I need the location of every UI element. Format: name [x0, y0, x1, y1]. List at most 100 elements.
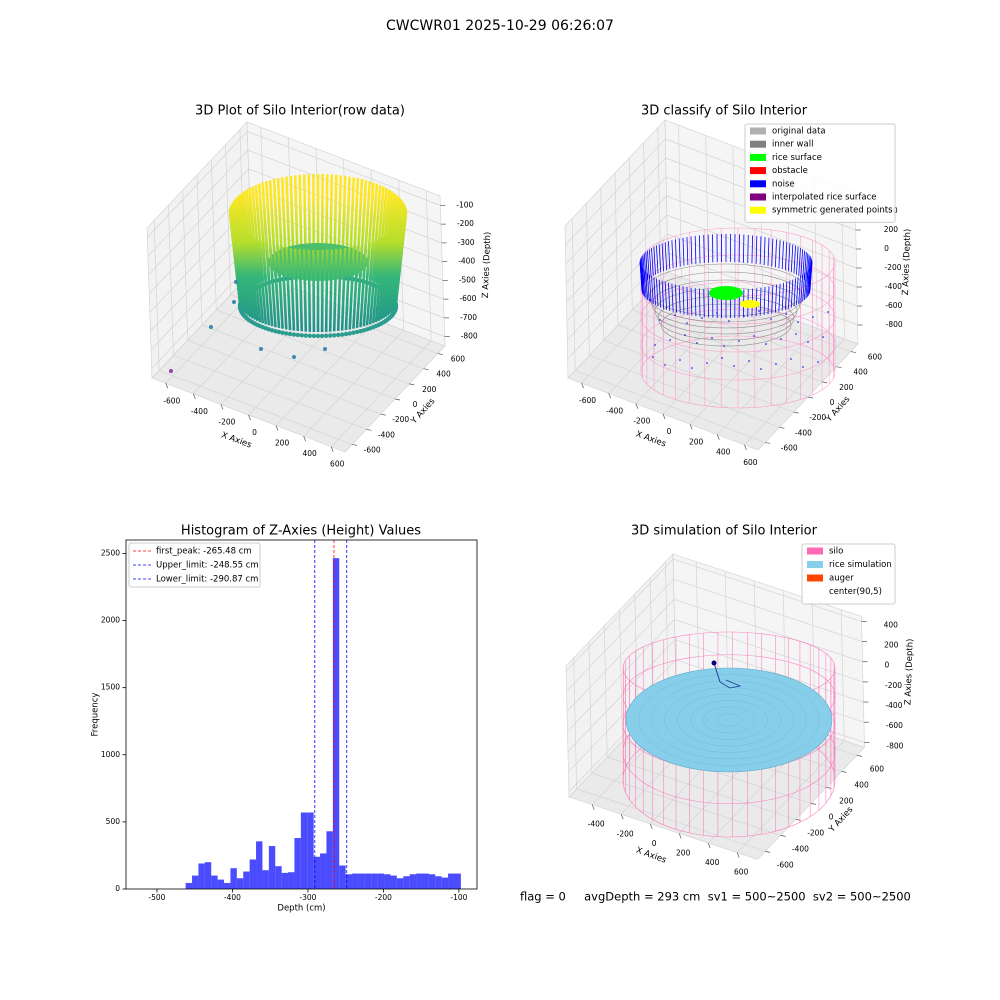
legend-label: silo: [829, 547, 843, 557]
histogram-bar: [416, 873, 423, 889]
y-tick: [807, 396, 814, 399]
x-tick-label: 0: [652, 839, 657, 848]
histogram-bar: [435, 876, 442, 889]
histogram-bar: [300, 812, 308, 889]
chart-title: Histogram of Z-Axies (Height) Values: [181, 524, 421, 539]
noise-column: [774, 239, 777, 268]
noise-column: [703, 234, 705, 263]
noise-point: [684, 334, 686, 336]
grid-line: [567, 639, 676, 752]
wall-point-column: [276, 245, 284, 329]
noise-column: [658, 244, 662, 273]
noise-point: [827, 311, 829, 313]
x-tick: [736, 852, 740, 858]
grid-line: [646, 294, 837, 368]
noise-column: [747, 234, 749, 263]
wall-point: [343, 331, 349, 337]
x-tick-label: 400: [302, 449, 317, 458]
stray-point: [292, 355, 296, 359]
noise-point: [669, 339, 671, 341]
x-tick: [330, 446, 334, 452]
auger: [713, 662, 721, 683]
noise-column: [781, 241, 784, 270]
noise-point: [802, 366, 804, 368]
x-tick-label: -200: [617, 829, 634, 838]
stray-point: [234, 280, 238, 284]
z-tick-label: -800: [461, 332, 478, 341]
noise-column: [703, 289, 705, 318]
wall-point: [335, 332, 341, 338]
x-tick-label: -400: [606, 406, 623, 415]
y-tick-label: -600: [364, 445, 381, 454]
y-tick-label: 0: [829, 812, 834, 821]
z-axis-label: Z Axies (Depth): [481, 232, 493, 299]
noise-column: [788, 280, 791, 309]
noise-column: [658, 279, 662, 308]
grid-line: [210, 159, 217, 310]
noise-column: [798, 247, 801, 277]
histogram-bar: [320, 853, 327, 889]
rice-surface: [709, 286, 743, 300]
z-tick-label: 0: [884, 244, 889, 253]
legend-box: [128, 542, 261, 588]
histogram-bar: [256, 841, 263, 889]
legend-label: rice surface: [772, 153, 822, 163]
wall-point: [315, 333, 321, 339]
x-tick-label: -200: [218, 417, 235, 426]
noise-column: [640, 257, 644, 286]
grid-line: [603, 339, 794, 413]
legend-swatch: [750, 193, 766, 201]
wall-point-column: [245, 234, 257, 320]
noise-column: [656, 245, 659, 274]
noise-column: [807, 256, 811, 285]
y-tick: [409, 383, 415, 386]
noise-column: [781, 282, 784, 311]
noise-column: [648, 249, 652, 278]
noise-column: [778, 283, 781, 312]
x-tick-label: 0: [667, 427, 672, 436]
grid-line: [566, 214, 668, 322]
z-tick-label: -100: [456, 200, 473, 209]
x-tick-label: -200: [633, 417, 650, 426]
legend-label: center(90,5): [829, 587, 882, 597]
rice-mesh: [715, 713, 743, 727]
figure-title: CWCWR01 2025-10-29 06:26:07: [386, 18, 614, 34]
noise-column: [648, 274, 652, 303]
grid-line: [565, 138, 666, 246]
histogram-bar: [275, 866, 282, 889]
y-tick: [352, 444, 358, 446]
auger: [719, 679, 742, 689]
x-tick-label: 200: [676, 848, 691, 857]
wall-point-column: [228, 211, 242, 303]
stray-point: [169, 369, 173, 373]
stray-point: [209, 325, 213, 329]
noise-column: [759, 236, 762, 265]
noise-column: [653, 277, 656, 306]
x-tick-label: -200: [375, 893, 392, 902]
y-tick: [836, 366, 842, 369]
x-tick: [620, 814, 624, 820]
x-tick-label: -500: [148, 893, 165, 902]
grid-line: [147, 131, 248, 238]
wall-point: [299, 333, 304, 338]
histogram-bar: [281, 872, 289, 889]
noise-column: [675, 284, 678, 313]
x-tick-label: -400: [224, 893, 241, 902]
grid-line: [566, 233, 668, 341]
y-tick-label: -600: [777, 860, 794, 869]
y-tick-label: 2000: [101, 616, 120, 625]
silo-wire: [640, 335, 836, 409]
y-tick-label: 1000: [101, 750, 120, 759]
noise-column: [642, 254, 646, 283]
histogram-bar: [422, 873, 429, 889]
noise-point: [780, 338, 782, 340]
y-tick: [423, 368, 429, 371]
noise-point: [775, 363, 777, 365]
noise-column: [767, 237, 770, 266]
histogram-bar: [217, 879, 225, 889]
wall-point-column: [336, 248, 343, 332]
histogram-bar: [448, 873, 455, 889]
noise-column: [788, 243, 791, 272]
inner-wall-ring: [651, 279, 801, 329]
noise-column: [690, 236, 693, 265]
